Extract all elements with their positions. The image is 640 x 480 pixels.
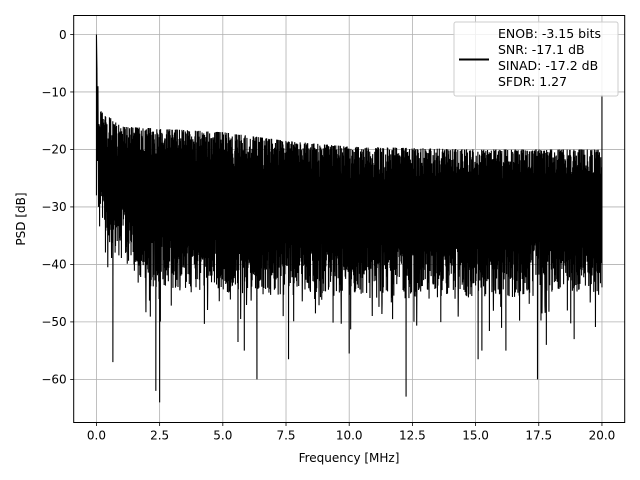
legend-sinad: SINAD: -17.2 dB: [498, 58, 598, 73]
x-tick-label: 12.5: [399, 429, 426, 443]
psd-trace: [95, 34, 603, 403]
legend: ENOB: -3.15 bits SNR: -17.1 dB SINAD: -1…: [453, 21, 619, 97]
x-tick-label: 2.5: [150, 429, 169, 443]
y-tick-label: −40: [41, 258, 66, 272]
x-tick-label: 15.0: [462, 429, 489, 443]
legend-enob: ENOB: -3.15 bits: [498, 26, 601, 41]
y-axis-label: PSD [dB]: [14, 192, 28, 245]
y-tick-label: −60: [41, 373, 66, 387]
x-tick-label: 20.0: [589, 429, 616, 443]
y-tick-label: −50: [41, 315, 66, 329]
x-tick-label: 10.0: [336, 429, 363, 443]
y-tick-label: −10: [41, 85, 66, 99]
legend-snr: SNR: -17.1 dB: [498, 42, 585, 57]
legend-box: [453, 21, 619, 97]
y-tick-label: −20: [41, 143, 66, 157]
ticks: 0.0 2.5 5.0 7.5 10.0 12.5 15.0 17.5 20.0 0 −10 −20 −…: [41, 28, 615, 443]
y-tick-label: −30: [41, 200, 66, 214]
x-tick-label: 17.5: [525, 429, 552, 443]
x-tick-label: 7.5: [276, 429, 295, 443]
x-axis-label: Frequency [MHz]: [299, 451, 400, 465]
legend-sfdr: SFDR: 1.27: [498, 74, 567, 89]
plot-area: [95, 34, 603, 403]
x-tick-label: 5.0: [213, 429, 232, 443]
y-tick-label: 0: [59, 28, 67, 42]
x-tick-label: 0.0: [87, 429, 106, 443]
